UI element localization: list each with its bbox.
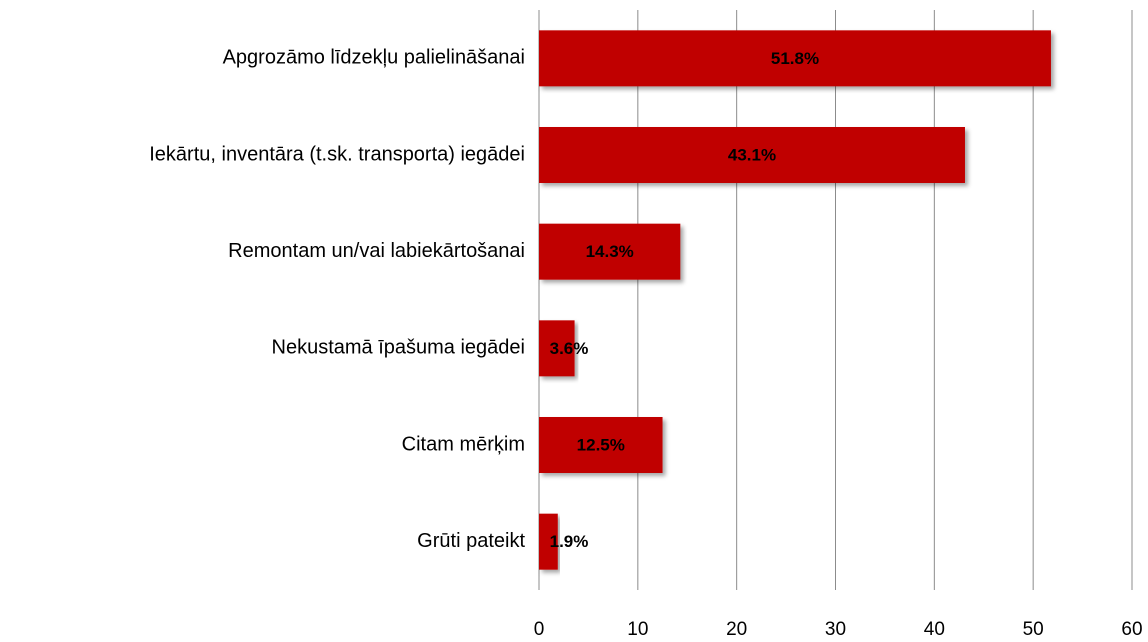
x-tick-label: 20 <box>726 619 747 640</box>
labels: 0 10 20 30 40 50 60 Apgrozāmo līdzekļu palielin… <box>149 47 1142 640</box>
value-label: 51.8% <box>771 49 819 68</box>
bar <box>539 30 1051 87</box>
x-tick-label: 60 <box>1121 619 1142 640</box>
value-label: 3.6% <box>550 339 589 358</box>
bar <box>539 417 663 473</box>
category-label: Remontam un/vai labiekārtošanai <box>228 240 525 262</box>
category-label: Iekārtu, inventāra (t.sk. transporta) ie… <box>149 143 525 165</box>
bar <box>539 513 558 570</box>
category-label: Citam mērķim <box>402 433 525 455</box>
category-label: Nekustamā īpašuma iegādei <box>272 337 525 359</box>
value-label: 14.3% <box>586 242 634 261</box>
x-tick-label: 50 <box>1023 619 1044 640</box>
value-label: 43.1% <box>728 145 776 164</box>
category-label: Grūti pateikt <box>417 530 525 552</box>
x-tick-label: 10 <box>627 619 648 640</box>
value-label: 1.9% <box>550 532 589 551</box>
bar <box>539 223 681 280</box>
x-tick-label: 0 <box>534 619 545 640</box>
x-tick-label: 40 <box>924 619 945 640</box>
category-label: Apgrozāmo līdzekļu palielināšanai <box>223 47 525 69</box>
value-label: 12.5% <box>577 435 625 454</box>
grid <box>538 10 1133 590</box>
x-tick-label: 30 <box>825 619 846 640</box>
bar <box>539 127 965 183</box>
bar <box>539 320 575 377</box>
bars <box>539 30 1051 570</box>
